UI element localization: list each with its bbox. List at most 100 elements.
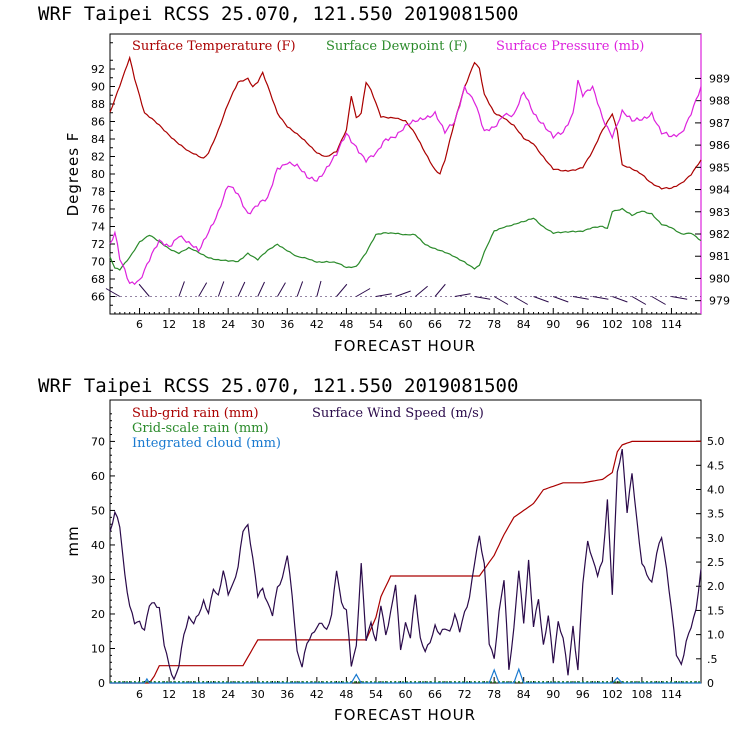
- panel2-x-tick-label: 114: [661, 688, 682, 701]
- panel1-x-tick-label: 60: [399, 318, 413, 331]
- panel1-x-tick-label: 114: [661, 318, 682, 331]
- wind-barb: [198, 282, 208, 297]
- panel2-y2-tick-label: 3.0: [707, 532, 725, 545]
- wind-barb: [105, 288, 121, 297]
- panel1-y2-tick-label: 982: [709, 228, 730, 241]
- panel1-x-tick-label: 18: [192, 318, 206, 331]
- temperature-panel: WRF Taipei RCSS 25.070, 121.550 20190815…: [38, 3, 730, 355]
- wind-barb: [493, 296, 509, 305]
- panel1-x-tick-label: 36: [280, 318, 294, 331]
- panel1-y-tick-label: 88: [91, 98, 105, 111]
- wind-barb: [257, 281, 265, 297]
- panel2-x-tick-label: 108: [631, 688, 652, 701]
- wind-barb: [217, 281, 225, 297]
- wind-barb: [336, 283, 348, 297]
- panel1-y-tick-label: 82: [91, 151, 105, 164]
- panel1-x-tick-label: 12: [162, 318, 176, 331]
- panel1-y-tick-label: 76: [91, 203, 105, 216]
- panel2-y2-tick-label: 1.0: [707, 629, 725, 642]
- panel2-x-tick-label: 12: [162, 688, 176, 701]
- panel1-x-tick-label: 90: [546, 318, 560, 331]
- wind-barb: [138, 283, 150, 297]
- panel1-xlabel: FORECAST HOUR: [334, 337, 476, 355]
- panel2-x-tick-label: 24: [221, 688, 235, 701]
- panel2-x-tick-label: 102: [602, 688, 623, 701]
- panel1-frame: [109, 33, 702, 315]
- panel2-title: WRF Taipei RCSS 25.070, 121.550 20190815…: [38, 375, 518, 397]
- wind-barb: [612, 296, 628, 303]
- panel1-y-tick-label: 70: [91, 256, 105, 269]
- panel1-x-tick-label: 30: [251, 318, 265, 331]
- panel2-x-tick-label: 36: [280, 688, 294, 701]
- panel2-y2-tick-label: 0: [707, 677, 714, 690]
- panel2-x-tick-label: 72: [458, 688, 472, 701]
- panel2-y2-tick-label: 2.0: [707, 580, 725, 593]
- panel2-y-tick-label: 30: [91, 573, 105, 586]
- wind-barb: [513, 296, 528, 305]
- panel2-y-tick-label: 10: [91, 642, 105, 655]
- panel2-x-tick-label: 96: [576, 688, 590, 701]
- panel1-x-tick-label: 84: [517, 318, 531, 331]
- wind-barb: [592, 296, 609, 300]
- panel1-y2-tick-label: 980: [709, 272, 730, 285]
- panel1-y2-tick-label: 984: [709, 184, 730, 197]
- wind-barb: [651, 296, 666, 305]
- wind-barb: [277, 282, 286, 297]
- panel1-y-tick-label: 72: [91, 238, 105, 251]
- panel1-y-tick-label: 66: [91, 291, 105, 304]
- panel1-x-tick-label: 24: [221, 318, 235, 331]
- wind-barb: [434, 283, 446, 297]
- panel1-x-tick-label: 72: [458, 318, 472, 331]
- panel2-x-tick-label: 18: [192, 688, 206, 701]
- panel2-ylabel: mm: [64, 525, 82, 556]
- panel1-y-tick-label: 92: [91, 63, 105, 76]
- panel1-y2-tick-label: 981: [709, 250, 730, 263]
- wind-barb: [553, 296, 569, 303]
- panel1-y2-tick-label: 987: [709, 117, 730, 130]
- panel1-x-tick-label: 78: [487, 318, 501, 331]
- panel2-y-tick-label: 20: [91, 608, 105, 621]
- wind-barb: [375, 293, 392, 297]
- panel1-x-tick-label: 54: [369, 318, 383, 331]
- wind-barb: [237, 281, 246, 297]
- series-line-dewpoint: [109, 207, 702, 271]
- panel2-x-tick-label: 84: [517, 688, 531, 701]
- panel1-y2-tick-label: 989: [709, 72, 730, 85]
- legend-dewpoint: Surface Dewpoint (F): [326, 39, 468, 54]
- wind-barb: [572, 296, 589, 300]
- panel2-x-tick-label: 90: [546, 688, 560, 701]
- panel1-x-tick-label: 66: [428, 318, 442, 331]
- panel2-xlabel: FORECAST HOUR: [334, 706, 476, 724]
- wind-barb: [474, 296, 491, 300]
- panel2-y-tick-label: 60: [91, 470, 105, 483]
- panel2-y2-tick-label: 2.5: [707, 556, 725, 569]
- panel2-y2-tick-label: 4.5: [707, 459, 725, 472]
- wind-barb: [454, 293, 471, 297]
- panel1-y-tick-label: 68: [91, 273, 105, 286]
- wind-barb: [395, 290, 411, 297]
- series-line-temperature: [109, 55, 702, 190]
- panel1-x-tick-label: 102: [602, 318, 623, 331]
- precip-panel: WRF Taipei RCSS 25.070, 121.550 20190815…: [38, 375, 725, 724]
- series-line-cloud: [110, 667, 701, 684]
- panel2-x-tick-label: 78: [487, 688, 501, 701]
- panel1-x-tick-label: 6: [136, 318, 143, 331]
- panel2-y2-tick-label: 4.0: [707, 483, 725, 496]
- panel1-y2-tick-label: 988: [709, 95, 730, 108]
- panel2-x-tick-label: 6: [136, 688, 143, 701]
- panel1-x-tick-label: 108: [631, 318, 652, 331]
- panel1-y-tick-label: 74: [91, 221, 105, 234]
- panel1-y2-tick-label: 985: [709, 161, 730, 174]
- panel2-y2-tick-label: 5.0: [707, 435, 725, 448]
- legend-pressure: Surface Pressure (mb): [496, 39, 644, 54]
- panel2-y2-tick-label: .5: [707, 653, 718, 666]
- panel1-x-tick-label: 42: [310, 318, 324, 331]
- wind-barb: [671, 296, 688, 300]
- panel1-y2-tick-label: 983: [709, 206, 730, 219]
- panel1-x-tick-label: 48: [339, 318, 353, 331]
- panel1-y2-tick-label: 986: [709, 139, 730, 152]
- wind-barb: [415, 285, 428, 297]
- legend-subgrid-rain: Sub-grid rain (mm): [132, 406, 259, 421]
- series-line-subgrid_rain: [110, 440, 701, 684]
